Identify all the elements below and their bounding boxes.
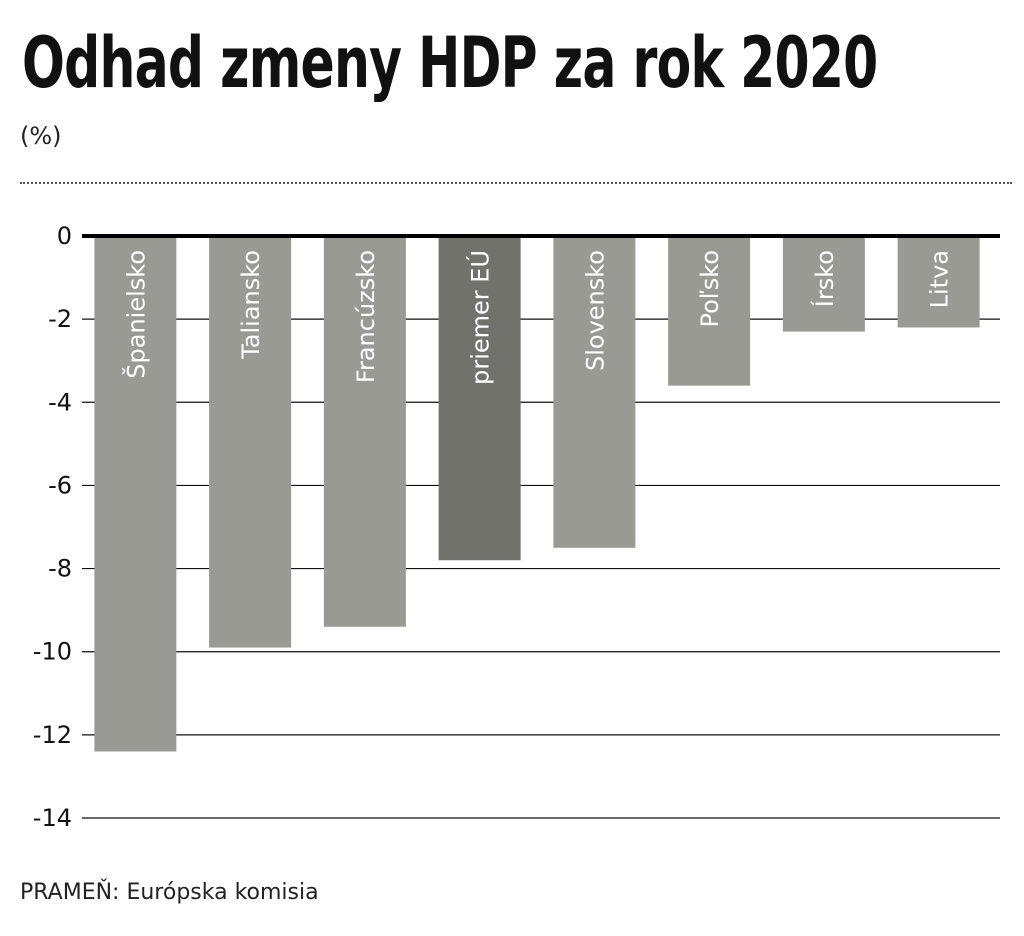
bar-category-label: Slovensko: [581, 250, 609, 371]
bar-category-label: Írsko: [810, 250, 839, 307]
y-tick-labels: 0 -2 -4 -6 -8 -10 -12 -14: [33, 222, 72, 832]
bar: [553, 236, 636, 548]
bar-category-label: Taliansko: [237, 250, 265, 360]
bars: [94, 236, 980, 752]
bar: [668, 236, 751, 386]
bar: [438, 236, 521, 561]
bar: [209, 236, 292, 648]
y-tick-label: -12: [33, 721, 72, 749]
bar: [323, 236, 406, 627]
bar-category-label: Poľsko: [696, 250, 724, 328]
chart-title: Odhad zmeny HDP za rok 2020: [22, 22, 878, 104]
y-tick-label: -10: [33, 638, 72, 666]
bar: [782, 236, 865, 332]
bar-category-label: Španielsko: [120, 250, 150, 379]
bar-category-label: Litva: [926, 250, 954, 308]
bar: [94, 236, 177, 752]
bar: [897, 236, 980, 328]
y-tick-label: -8: [48, 555, 72, 583]
chart-subtitle: (%): [20, 122, 62, 150]
y-tick-label: -14: [33, 804, 72, 832]
y-tick-label: 0: [57, 222, 72, 250]
y-tick-label: -6: [48, 471, 72, 499]
bar-category-label: Francúzsko: [352, 250, 380, 383]
category-labels: Španielsko Taliansko Francúzsko priemer EÚ S…: [120, 250, 953, 385]
bar-category-label: priemer EÚ: [465, 250, 495, 385]
dotted-divider: [20, 182, 1012, 184]
source-note: PRAMEŇ: Európska komisia: [20, 880, 319, 905]
y-tick-label: -2: [48, 305, 72, 333]
y-tick-label: -4: [48, 388, 72, 416]
